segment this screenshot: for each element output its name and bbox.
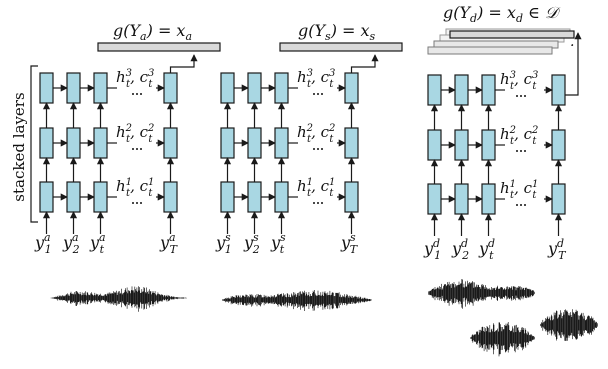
lstm-cell xyxy=(220,181,235,213)
lstm-cell xyxy=(274,72,289,104)
input-label-4: ys T xyxy=(340,231,359,256)
output-label-s: g(Ys) = xs xyxy=(298,21,376,43)
output-bar xyxy=(97,42,221,52)
lstm-cell xyxy=(93,181,108,213)
lstm-cell xyxy=(344,127,359,159)
lstm-cell xyxy=(93,127,108,159)
lstm-cell xyxy=(220,72,235,104)
stacked-layers-bracket xyxy=(30,65,38,223)
panel-s: h3 t, c3 t h2 t, c2 t h1 t, c1 t ys 1 ys 2 ys t ys T xyxy=(215,42,403,256)
ellipsis-dots xyxy=(516,150,526,152)
lstm-cell xyxy=(220,127,235,159)
waveform xyxy=(428,279,535,309)
ellipsis-dots xyxy=(132,93,142,95)
output-bar-ghost xyxy=(427,46,553,55)
input-label-3: ya t xyxy=(89,231,106,256)
lstm-cell xyxy=(344,181,359,213)
panel-a: h3 t, c3 t h2 t, c2 t h1 t, c1 t ya 1 ya 2 ya t ya T xyxy=(34,42,221,256)
lstm-cell xyxy=(39,72,54,104)
input-label-2: ya 2 xyxy=(62,231,80,256)
period-mark: . xyxy=(570,34,574,50)
state-label-3: h3 t, c3 t xyxy=(297,68,335,90)
output-label-d: g(Yd) = xd ∈ 𝒟 xyxy=(443,3,561,25)
ellipsis-dots xyxy=(313,148,323,150)
lstm-cell xyxy=(551,74,566,106)
lstm-cell xyxy=(481,183,496,215)
lstm-cell xyxy=(163,181,178,213)
lstm-cell xyxy=(274,127,289,159)
output-arrow xyxy=(565,32,582,96)
waveform xyxy=(222,290,372,311)
input-label-4: ya T xyxy=(159,231,179,256)
output-bar xyxy=(449,30,575,39)
ellipsis-dots xyxy=(516,95,526,97)
lstm-cell xyxy=(427,74,442,106)
lstm-cell xyxy=(163,72,178,104)
lstm-cell xyxy=(454,183,469,215)
lstm-cell xyxy=(454,74,469,106)
lstm-cell xyxy=(66,127,81,159)
lstm-cell xyxy=(247,127,262,159)
ellipsis-dots xyxy=(313,93,323,95)
state-label-2: h2 t, c2 t xyxy=(116,123,154,145)
panel-d: h3 t, c3 t h2 t, c2 t h1 t, c1 t yd 1 yd 2 yd t yd T xyxy=(423,28,582,262)
waveform xyxy=(50,286,187,312)
state-label-1: h1 t, c1 t xyxy=(297,177,335,199)
lstm-cell xyxy=(93,72,108,104)
ellipsis-dots xyxy=(132,202,142,204)
output-label-a: g(Ya) = xa xyxy=(113,21,192,43)
lstm-cell xyxy=(427,129,442,161)
panels: h3 t, c3 th2 t, c2 th1 t, c1 tya 1 ya 2 ya t ya Th3 t,… xyxy=(34,28,582,262)
lstm-cell xyxy=(427,183,442,215)
input-label-2: yd 2 xyxy=(451,237,469,262)
input-label-3: ys t xyxy=(270,231,286,256)
input-label-2: ys 2 xyxy=(243,231,260,256)
output-bar xyxy=(279,42,403,52)
lstm-cell xyxy=(247,181,262,213)
lstm-cell xyxy=(551,183,566,215)
input-label-1: ya 1 xyxy=(34,231,52,256)
state-label-3: h3 t, c3 t xyxy=(116,68,154,90)
lstm-cell xyxy=(551,129,566,161)
lstm-cell xyxy=(454,129,469,161)
ellipsis-dots xyxy=(516,204,526,206)
state-label-1: h1 t, c1 t xyxy=(500,179,538,201)
output-arrow xyxy=(169,54,198,73)
state-label-2: h2 t, c2 t xyxy=(297,123,335,145)
lstm-cell xyxy=(247,72,262,104)
lstm-cell xyxy=(66,72,81,104)
lstm-cell xyxy=(274,181,289,213)
ellipsis-dots xyxy=(313,202,323,204)
state-label-2: h2 t, c2 t xyxy=(500,125,538,147)
input-label-1: ys 1 xyxy=(215,231,232,256)
lstm-cell xyxy=(481,74,496,106)
output-arrow xyxy=(350,54,379,73)
lstm-cell xyxy=(163,127,178,159)
lstm-cell xyxy=(66,181,81,213)
input-label-4: yd T xyxy=(547,237,567,262)
lstm-cell xyxy=(481,129,496,161)
lstm-cell xyxy=(344,72,359,104)
waveform xyxy=(470,322,535,357)
input-label-1: yd 1 xyxy=(423,237,441,262)
ellipsis-dots xyxy=(132,148,142,150)
stacked-layers-label: stacked layers xyxy=(10,92,28,201)
waveforms xyxy=(50,279,598,357)
input-label-3: yd t xyxy=(478,237,495,262)
state-label-1: h1 t, c1 t xyxy=(116,177,154,199)
lstm-cell xyxy=(39,181,54,213)
state-label-3: h3 t, c3 t xyxy=(500,70,538,92)
waveform xyxy=(540,309,598,341)
lstm-cell xyxy=(39,127,54,159)
